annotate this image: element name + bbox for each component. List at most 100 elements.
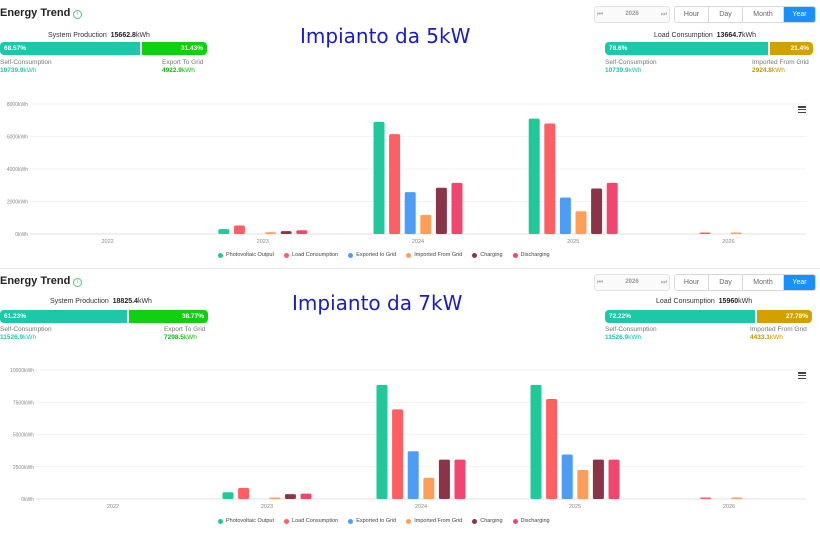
bar-load-consumption[interactable]: [238, 488, 250, 499]
bar-discharging[interactable]: [300, 493, 312, 499]
tab-hour[interactable]: Hour: [675, 7, 709, 22]
bar-charging[interactable]: [592, 459, 604, 499]
year-picker[interactable]: ⏮ 2026 ⏭: [594, 274, 670, 291]
bar-imported-from-grid[interactable]: [265, 232, 277, 234]
y-tick-label: 5000kWh: [13, 433, 34, 439]
y-tick-label: 0kWh: [15, 232, 28, 238]
bar-exported-to-grid[interactable]: [407, 451, 419, 499]
bar-imported-from-grid[interactable]: [269, 497, 281, 499]
legend-item[interactable]: Imported From Grid: [406, 252, 462, 258]
load-self-label: Self-Consumption: [605, 326, 657, 333]
bar-discharging[interactable]: [606, 182, 618, 234]
prev-year-icon[interactable]: ⏮: [596, 279, 604, 286]
bar-discharging[interactable]: [296, 230, 308, 234]
legend-dot: [512, 518, 518, 524]
legend-item[interactable]: Load Consumption: [284, 252, 338, 258]
tab-day[interactable]: Day: [709, 275, 743, 290]
overlay-label: Impianto da 7kW: [292, 291, 463, 315]
x-tick-label: 2023: [257, 239, 269, 245]
chart-menu-icon[interactable]: [798, 106, 806, 114]
legend-item[interactable]: Charging: [472, 518, 503, 524]
bar-exported-to-grid[interactable]: [559, 197, 571, 234]
bar-load-consumption[interactable]: [389, 134, 401, 234]
bar-photovoltaic-output[interactable]: [218, 229, 230, 234]
next-year-icon[interactable]: ⏭: [660, 11, 668, 18]
bar-photovoltaic-output[interactable]: [530, 384, 542, 499]
legend-item[interactable]: Load Consumption: [284, 518, 338, 524]
bar-imported-from-grid[interactable]: [577, 469, 589, 499]
chart-legend: Photovoltaic Output Load Consumption Exp…: [218, 518, 550, 524]
bar-imported-from-grid[interactable]: [423, 477, 435, 499]
bar-charging[interactable]: [591, 188, 603, 235]
x-tick-label: 2025: [567, 239, 579, 245]
bar-load-consumption[interactable]: [546, 399, 558, 499]
energy-panel-5kw: Energy Trend i Impianto da 5kW ⏮ 2026 ⏭ H…: [0, 0, 820, 268]
y-tick-label: 6000kWh: [7, 135, 28, 141]
self-consumption-label: Self-Consumption: [0, 326, 52, 333]
bar-photovoltaic-output[interactable]: [528, 118, 540, 234]
x-tick-label: 2024: [412, 239, 424, 245]
bar-exported-to-grid[interactable]: [404, 192, 416, 234]
import-segment: 21.4%: [768, 42, 813, 55]
import-label: Imported From Grid: [750, 326, 807, 333]
bar-photovoltaic-output[interactable]: [222, 492, 234, 499]
panel-divider: [0, 268, 820, 269]
legend-item[interactable]: Charging: [472, 252, 503, 258]
bar-charging[interactable]: [438, 459, 450, 499]
x-tick-label: 2026: [722, 239, 734, 245]
bar-imported-from-grid[interactable]: [420, 214, 432, 234]
tab-day[interactable]: Day: [709, 7, 743, 22]
bar-load-consumption[interactable]: [544, 123, 556, 235]
legend-item[interactable]: Discharging: [512, 518, 550, 524]
bar-discharging[interactable]: [608, 459, 620, 499]
bar-load-consumption[interactable]: [699, 232, 711, 235]
bar-exported-to-grid[interactable]: [561, 454, 573, 499]
bar-load-consumption[interactable]: [700, 497, 712, 500]
bar-discharging[interactable]: [451, 182, 463, 234]
next-year-icon[interactable]: ⏭: [660, 279, 668, 286]
bar-imported-from-grid[interactable]: [730, 232, 742, 235]
tab-hour[interactable]: Hour: [675, 275, 709, 290]
tab-year[interactable]: Year: [784, 7, 815, 22]
bar-photovoltaic-output[interactable]: [376, 384, 388, 499]
bar-charging[interactable]: [280, 231, 292, 234]
bar-charging[interactable]: [435, 187, 447, 234]
energy-panel-7kw: Energy Trend i Impianto da 7kW ⏮ 2026 ⏭ H…: [0, 270, 820, 537]
legend-item[interactable]: Discharging: [512, 252, 550, 258]
tab-month[interactable]: Month: [743, 275, 784, 290]
legend-item[interactable]: Exported to Grid: [348, 252, 396, 258]
bar-load-consumption[interactable]: [233, 225, 245, 234]
prev-year-icon[interactable]: ⏮: [596, 11, 604, 18]
legend-dot: [406, 518, 412, 524]
legend-dot: [406, 252, 412, 258]
legend-dot: [218, 518, 223, 524]
bar-discharging[interactable]: [454, 459, 466, 499]
overlay-label: Impianto da 5kW: [300, 24, 471, 48]
legend-item[interactable]: Photovoltaic Output: [218, 252, 274, 258]
bar-photovoltaic-output[interactable]: [373, 121, 385, 234]
year-picker[interactable]: ⏮ 2026 ⏭: [594, 6, 670, 23]
info-icon[interactable]: i: [73, 278, 83, 287]
bar-imported-from-grid[interactable]: [731, 497, 743, 500]
export-segment: 38.77%: [127, 310, 208, 323]
import-value: 4433.1kWh: [750, 334, 783, 341]
period-tabs: Hour Day Month Year: [674, 6, 816, 23]
load-self-segment: 78.6%: [605, 42, 768, 55]
chart-menu-icon[interactable]: [798, 372, 806, 380]
bar-imported-from-grid[interactable]: [575, 211, 587, 234]
load-self-value: 11526.9kWh: [605, 334, 642, 341]
bar-charging[interactable]: [284, 494, 296, 499]
legend-dot: [512, 252, 518, 258]
legend-item[interactable]: Imported From Grid: [406, 518, 462, 524]
bar-load-consumption[interactable]: [392, 409, 404, 499]
load-consumption: Load Consumption 15960kWh: [656, 298, 753, 305]
legend-dot: [472, 518, 478, 524]
tab-year[interactable]: Year: [784, 275, 815, 290]
legend-item[interactable]: Photovoltaic Output: [218, 518, 274, 524]
tab-month[interactable]: Month: [743, 7, 784, 22]
y-tick-label: 2500kWh: [13, 465, 34, 471]
y-tick-label: 7500kWh: [13, 400, 34, 406]
info-icon[interactable]: i: [73, 10, 83, 19]
y-tick-label: 4000kWh: [7, 167, 28, 173]
legend-item[interactable]: Exported to Grid: [348, 518, 396, 524]
